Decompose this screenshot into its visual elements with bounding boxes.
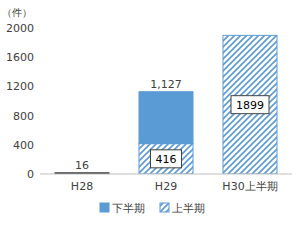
y-tick-label: 1200 [6,80,34,93]
total-label: 1,127 [150,78,182,91]
y-axis-label: （件） [2,7,32,18]
y-tick-label: 800 [13,110,34,123]
bar-segment [139,92,193,144]
data-label: 1899 [236,99,264,112]
bar-segment [139,144,193,174]
data-label: 416 [156,153,177,166]
bar-segment [223,35,277,174]
x-tick-label: H29 [155,180,177,193]
x-axis-line [40,174,292,175]
y-tick-label: 0 [27,168,34,181]
data-label-box [231,96,269,114]
legend-swatch [100,203,109,212]
y-tick-label: 1600 [6,51,34,64]
labels: 416 1899 16 1,127 [75,78,269,172]
chart: （件） 0 400 800 1200 1600 2000 416 1899 16 1,127 H28 H… [0,0,302,236]
marks [55,35,277,174]
data-label-box [151,150,182,168]
y-tick-label: 2000 [6,22,34,35]
legend-label: 上半期 [172,202,205,215]
legend-label: 下半期 [112,202,145,215]
x-tick-label: H28 [71,180,93,193]
legend-swatch [160,203,169,212]
y-tick-label: 400 [13,139,34,152]
x-tick-label: H30上半期 [222,180,277,193]
total-label: 16 [75,159,89,172]
